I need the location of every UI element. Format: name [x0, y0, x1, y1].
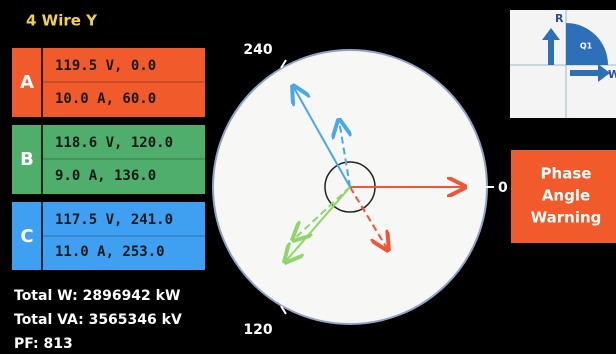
phase-voltage: 117.5 V, 241.0 — [55, 212, 173, 228]
screen: 4 Wire Y A 119.5 V, 0.0 10.0 A, 60.0 B 1… — [0, 0, 616, 354]
phase-label: C — [20, 226, 33, 247]
dial-label: 120 — [243, 322, 272, 338]
icon-label: R — [555, 12, 564, 25]
phase-voltage: 119.5 V, 0.0 — [55, 58, 156, 74]
power-factor: PF: 813 — [14, 336, 73, 352]
phase-current: 9.0 A, 136.0 — [55, 168, 156, 184]
phase-current: 11.0 A, 253.0 — [55, 244, 165, 260]
total-va: Total VA: 3565346 kV — [14, 312, 182, 328]
phase-voltage: 118.6 V, 120.0 — [55, 135, 173, 151]
dial-label: 240 — [243, 42, 272, 58]
phase-current: 10.0 A, 60.0 — [55, 91, 156, 107]
icon-label: Q1 — [580, 42, 593, 51]
phase-label: A — [20, 72, 34, 93]
dial-label: 0 — [498, 180, 508, 196]
icon-label: W — [608, 68, 616, 81]
title: 4 Wire Y — [26, 12, 98, 30]
warning-text: Warning — [531, 209, 602, 227]
phase-label: B — [20, 149, 34, 170]
warning-text: Angle — [542, 187, 590, 205]
total-watts: Total W: 2896942 kW — [14, 288, 180, 304]
warning-text: Phase — [541, 165, 592, 183]
